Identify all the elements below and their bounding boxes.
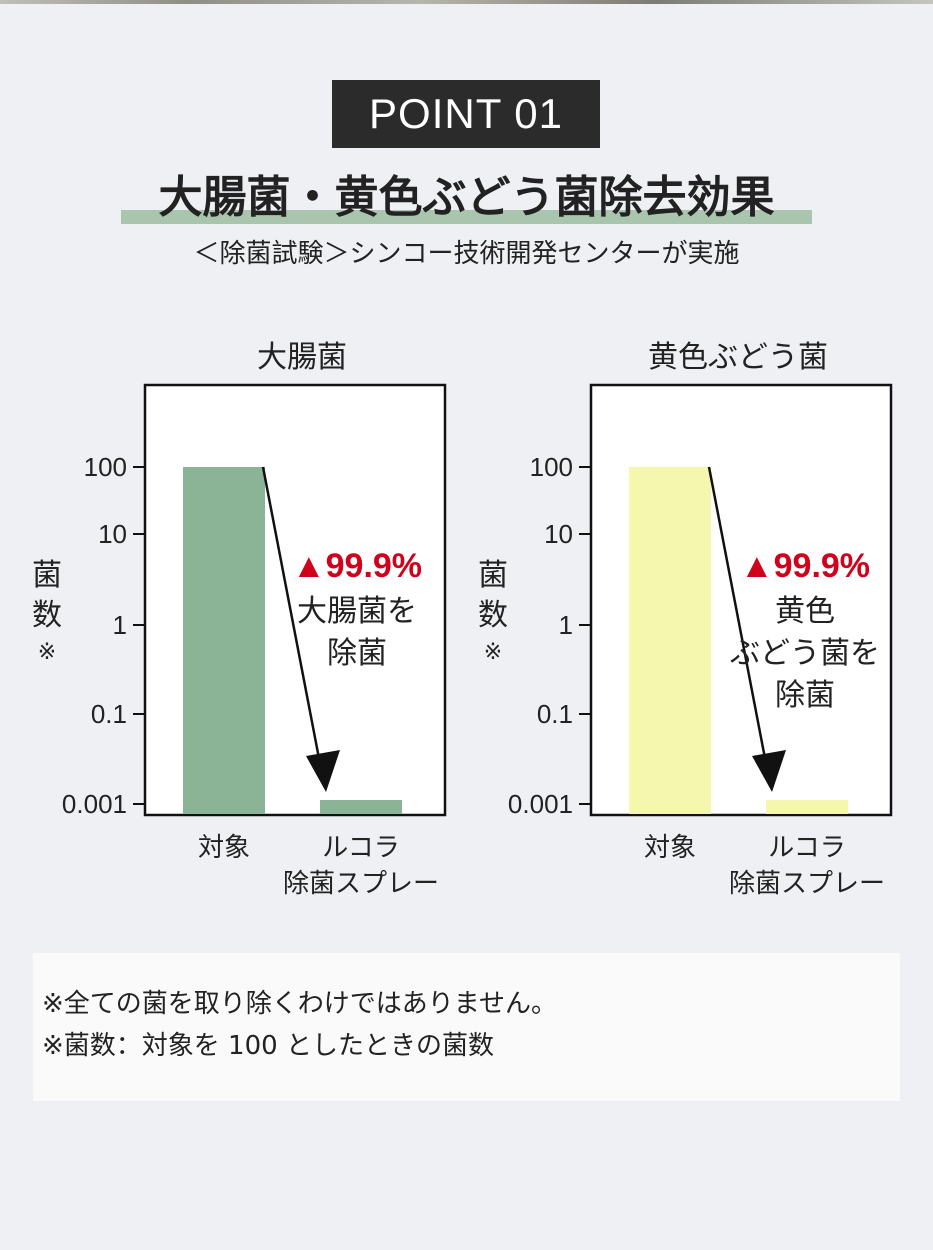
y-tick-label: 1	[113, 610, 127, 640]
note-line-2: ※菌数：対象を 100 としたときの菌数	[42, 1031, 494, 1061]
bar-spray	[320, 800, 402, 814]
chart-staph: 黄色ぶどう菌 100 10 1 0.1 0.001 菌数 ※ ▲99.9% 黄色ぶどう菌を除菌対象…	[478, 340, 893, 899]
bar-control	[183, 467, 265, 814]
y-tick-label: 1	[559, 610, 573, 640]
category-label: 除菌スプレー	[729, 869, 885, 899]
notes-box	[33, 953, 900, 1101]
reduction-arrow-line	[707, 466, 770, 775]
bar-spray	[766, 800, 848, 814]
bar-control	[629, 467, 711, 814]
y-tick-label: 0.1	[537, 699, 573, 729]
annotation-line: ぶどう菌を	[730, 636, 880, 671]
reduction-arrow-head	[306, 750, 340, 792]
category-label: 対象	[644, 833, 696, 863]
y-axis-label-char: ※	[38, 640, 56, 665]
y-tick-label: 0.001	[62, 789, 127, 819]
category-label: ルコラ	[768, 833, 845, 863]
reduction-arrow-line	[261, 466, 324, 775]
annotation-line: 除菌	[775, 678, 835, 713]
reduction-percent: ▲99.9%	[292, 547, 422, 585]
y-axis-label-char: 菌	[32, 558, 62, 593]
category-label: ルコラ	[322, 833, 399, 863]
y-tick-label: 100	[84, 452, 127, 482]
y-tick-label: 10	[544, 519, 573, 549]
top-photo-strip	[0, 0, 933, 4]
chart-title: 黄色ぶどう菌	[648, 340, 828, 375]
chart-title: 大腸菌	[257, 340, 347, 375]
y-tick-label: 100	[530, 452, 573, 482]
category-label: 対象	[198, 833, 250, 863]
y-axis-label-char: 菌	[478, 558, 508, 593]
y-axis-label-char: 数	[478, 598, 508, 633]
y-tick-label: 0.1	[91, 699, 127, 729]
annotation-line: 除菌	[327, 636, 387, 671]
reduction-percent: ▲99.9%	[740, 547, 870, 585]
annotation-line: 黄色	[775, 594, 835, 629]
title-underline	[121, 210, 812, 224]
y-axis-label-char: 数	[32, 598, 62, 633]
section-title: 大腸菌・黄色ぶどう菌除去効果	[158, 172, 775, 223]
y-tick-label: 0.001	[508, 789, 573, 819]
reduction-arrow-head	[752, 750, 786, 792]
note-line-1: ※全ての菌を取り除くわけではありません。	[42, 989, 558, 1019]
y-tick-label: 10	[98, 519, 127, 549]
section-subtitle: ＜除菌試験＞シンコー技術開発センターが実施	[193, 239, 740, 269]
category-label: 除菌スプレー	[283, 869, 439, 899]
annotation-line: 大腸菌を	[297, 594, 417, 629]
point-badge: POINT 01	[332, 80, 600, 148]
y-axis-label-char: ※	[484, 640, 502, 665]
